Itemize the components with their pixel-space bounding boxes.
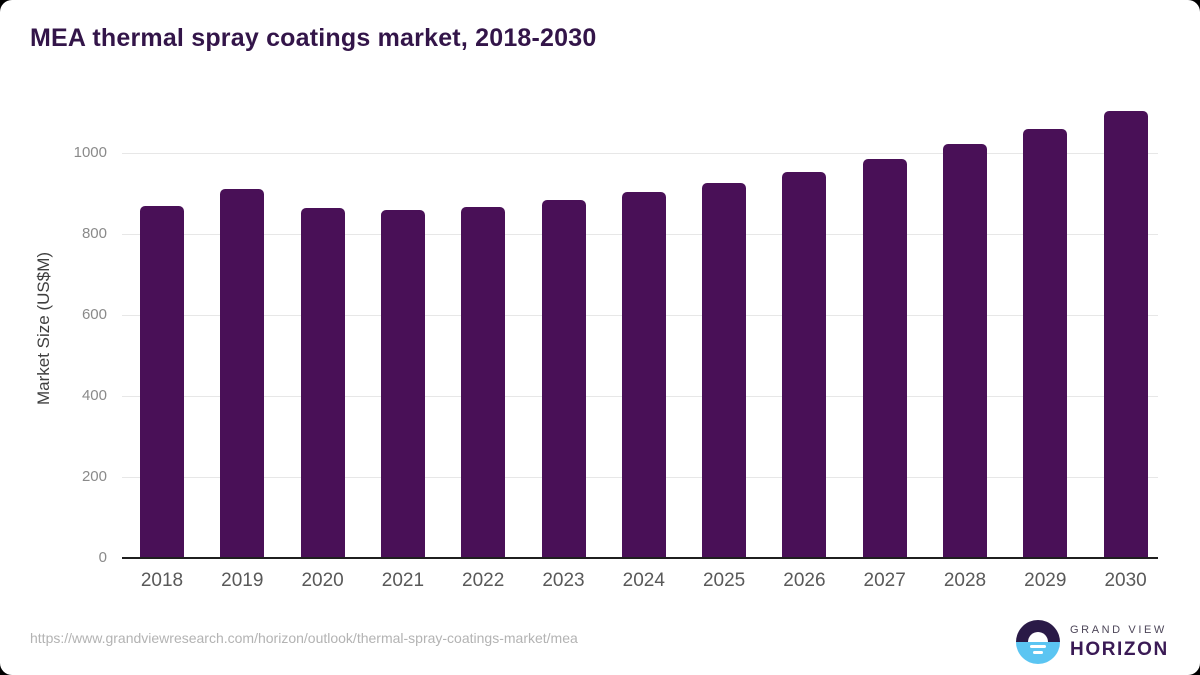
- x-tick-label-2018: 2018: [140, 570, 184, 591]
- bar-2029: [1023, 129, 1068, 558]
- source-url: https://www.grandviewresearch.com/horizo…: [30, 630, 578, 646]
- bar-2026: [782, 172, 827, 558]
- x-tick-label-2019: 2019: [221, 570, 264, 591]
- y-tick-label-200: 200: [81, 468, 107, 486]
- sun-icon: [1028, 632, 1048, 642]
- x-tick-label-2021: 2021: [381, 570, 425, 591]
- logo-text: GRAND VIEW HORIZON: [1070, 624, 1169, 660]
- bar-2022: [461, 206, 506, 558]
- x-tick-label-2023: 2023: [542, 570, 585, 591]
- logo-grand-view-label: GRAND VIEW: [1070, 624, 1167, 636]
- bar-2025: [702, 182, 747, 558]
- x-tick-label-2025: 2025: [702, 570, 746, 591]
- logo-horizon-label: HORIZON: [1070, 639, 1169, 660]
- y-tick-label-600: 600: [81, 306, 107, 324]
- sun-reflection-line: [1033, 651, 1043, 654]
- x-tick-label-2026: 2026: [783, 570, 826, 591]
- x-tick-label-2024: 2024: [622, 570, 665, 591]
- y-tick-label-1000: 1000: [73, 144, 107, 162]
- bar-2018: [140, 206, 184, 558]
- bar-2024: [621, 191, 666, 558]
- bar-2027: [862, 158, 907, 558]
- bar-2019: [220, 189, 265, 558]
- x-tick-label-2029: 2029: [1024, 570, 1067, 591]
- bar-2030: [1103, 111, 1148, 558]
- y-tick-label-0: 0: [98, 549, 107, 566]
- x-tick-label-2027: 2027: [863, 570, 906, 591]
- y-tick-label-400: 400: [81, 387, 107, 405]
- grand-view-horizon-logo: GRAND VIEW HORIZON: [1016, 620, 1169, 664]
- x-tick-label-2028: 2028: [943, 570, 987, 591]
- chart-title: MEA thermal spray coatings market, 2018-…: [30, 24, 597, 52]
- horizon-logo-icon: [1016, 620, 1060, 664]
- sun-reflection-line: [1030, 645, 1046, 648]
- x-tick-label-2030: 2030: [1104, 570, 1147, 591]
- y-tick-label-800: 800: [81, 225, 107, 243]
- gridline-1000: [122, 152, 1158, 154]
- x-axis-line: [122, 557, 1158, 559]
- bar-2020: [300, 207, 345, 558]
- bar-2028: [943, 144, 987, 558]
- x-tick-label-2022: 2022: [462, 570, 505, 591]
- bar-2021: [380, 209, 425, 558]
- bar-2023: [541, 200, 586, 558]
- x-tick-label-2020: 2020: [301, 570, 344, 591]
